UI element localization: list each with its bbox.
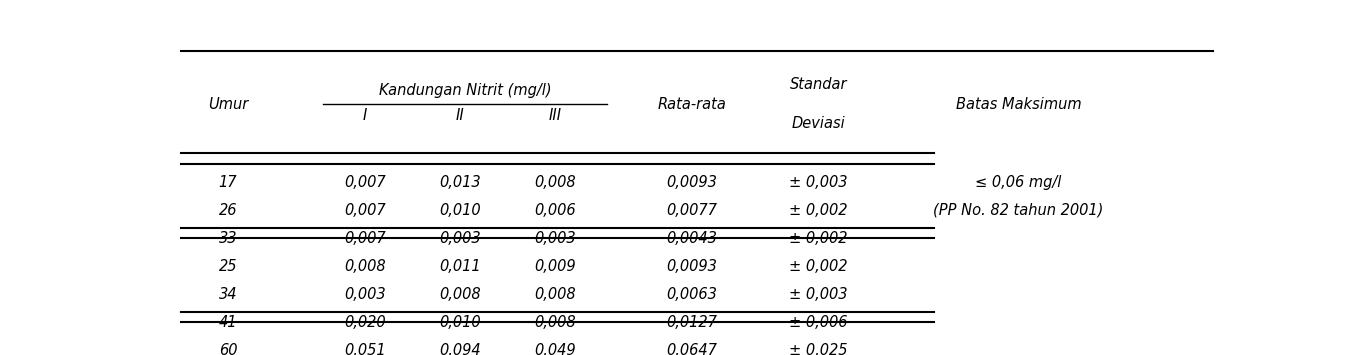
Text: 0,0063: 0,0063 — [666, 287, 717, 302]
Text: I: I — [363, 108, 367, 122]
Text: Rata-rata: Rata-rata — [657, 97, 726, 111]
Text: Batas Maksimum: Batas Maksimum — [956, 97, 1081, 111]
Text: ± 0,002: ± 0,002 — [789, 203, 847, 218]
Text: 34: 34 — [219, 287, 237, 302]
Text: 0,007: 0,007 — [344, 175, 386, 190]
Text: 60: 60 — [219, 343, 237, 355]
Text: 0,008: 0,008 — [534, 287, 575, 302]
Text: 0,003: 0,003 — [439, 231, 480, 246]
Text: III: III — [548, 108, 562, 122]
Text: Standar: Standar — [789, 77, 847, 92]
Text: 0,013: 0,013 — [439, 175, 480, 190]
Text: 0,008: 0,008 — [439, 287, 480, 302]
Text: Deviasi: Deviasi — [792, 116, 845, 131]
Text: Kandungan Nitrit (mg/l): Kandungan Nitrit (mg/l) — [379, 83, 551, 98]
Text: 0,094: 0,094 — [439, 343, 480, 355]
Text: 0,008: 0,008 — [534, 315, 575, 330]
Text: 0,008: 0,008 — [344, 259, 386, 274]
Text: ± 0,003: ± 0,003 — [789, 287, 847, 302]
Text: 0,003: 0,003 — [534, 231, 575, 246]
Text: 0,011: 0,011 — [439, 259, 480, 274]
Text: 26: 26 — [219, 203, 237, 218]
Text: ± 0,025: ± 0,025 — [789, 343, 847, 355]
Text: 0,006: 0,006 — [534, 203, 575, 218]
Text: ± 0,003: ± 0,003 — [789, 175, 847, 190]
Text: 0,008: 0,008 — [534, 175, 575, 190]
Text: ± 0,002: ± 0,002 — [789, 259, 847, 274]
Text: 0,051: 0,051 — [344, 343, 386, 355]
Text: 0,007: 0,007 — [344, 231, 386, 246]
Text: 33: 33 — [219, 231, 237, 246]
Text: 25: 25 — [219, 259, 237, 274]
Text: 41: 41 — [219, 315, 237, 330]
Text: Umur: Umur — [208, 97, 248, 111]
Text: II: II — [456, 108, 464, 122]
Text: 0,010: 0,010 — [439, 315, 480, 330]
Text: 0,0093: 0,0093 — [666, 259, 717, 274]
Text: 0,0043: 0,0043 — [666, 231, 717, 246]
Text: 0,0647: 0,0647 — [666, 343, 717, 355]
Text: (PP No. 82 tahun 2001): (PP No. 82 tahun 2001) — [933, 203, 1104, 218]
Text: 0,0093: 0,0093 — [666, 175, 717, 190]
Text: 0,049: 0,049 — [534, 343, 575, 355]
Text: 0,0077: 0,0077 — [666, 203, 717, 218]
Text: 0,007: 0,007 — [344, 203, 386, 218]
Text: ≤ 0,06 mg/l: ≤ 0,06 mg/l — [975, 175, 1062, 190]
Text: 0,003: 0,003 — [344, 287, 386, 302]
Text: ± 0,002: ± 0,002 — [789, 231, 847, 246]
Text: 17: 17 — [219, 175, 237, 190]
Text: 0,0127: 0,0127 — [666, 315, 717, 330]
Text: ± 0,006: ± 0,006 — [789, 315, 847, 330]
Text: 0,010: 0,010 — [439, 203, 480, 218]
Text: 0,009: 0,009 — [534, 259, 575, 274]
Text: 0,020: 0,020 — [344, 315, 386, 330]
